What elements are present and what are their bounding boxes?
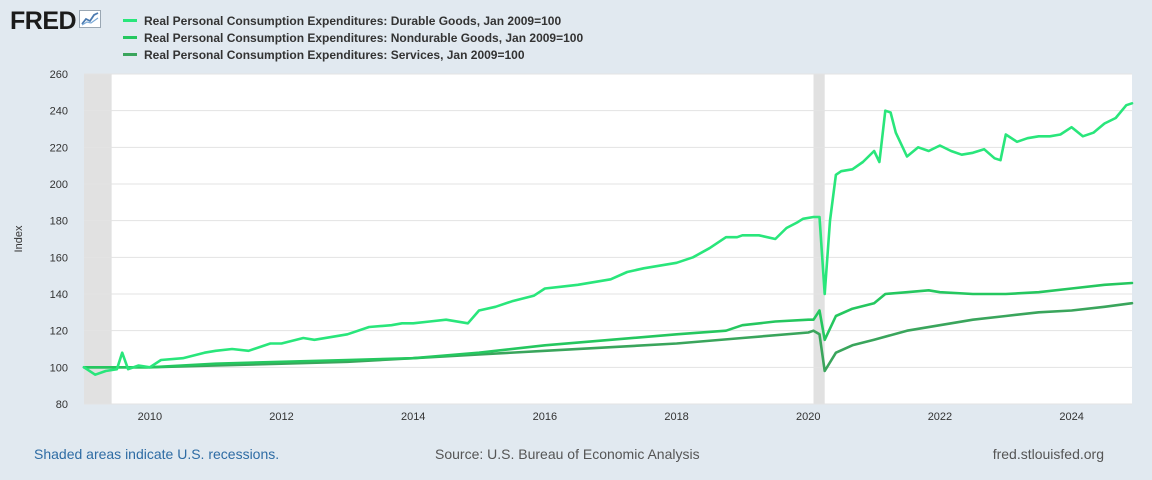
x-tick-label: 2010 — [138, 411, 162, 423]
legend-label: Real Personal Consumption Expenditures: … — [144, 13, 562, 28]
x-tick-label: 2024 — [1059, 411, 1083, 423]
y-tick-label: 260 — [50, 69, 68, 81]
line-chart-icon — [79, 9, 102, 33]
legend-item-nondurable[interactable]: Real Personal Consumption Expenditures: … — [123, 29, 583, 46]
logo-text: FRED — [10, 7, 77, 35]
services-line — [82, 301, 1134, 373]
chart-area: 80 100 120 140 160 180 200 220 240 260 2010 2012 201… — [13, 69, 1134, 423]
y-tick-label: 180 — [50, 216, 68, 228]
y-axis-title: Index — [13, 225, 25, 252]
x-tick-label: 2018 — [664, 411, 688, 423]
y-tick-label: 160 — [50, 252, 68, 264]
nondurable-goods-line — [82, 281, 1134, 369]
x-tick-label: 2020 — [796, 411, 820, 423]
x-tick-label: 2012 — [269, 411, 293, 423]
source-note[interactable]: Source: U.S. Bureau of Economic Analysis — [435, 446, 700, 462]
y-tick-label: 80 — [56, 399, 68, 411]
y-tick-label: 120 — [50, 326, 68, 338]
website-link[interactable]: fred.stlouisfed.org — [992, 446, 1104, 462]
recession-band — [813, 74, 825, 404]
durable-goods-line — [82, 102, 1134, 377]
chart-legend: Real Personal Consumption Expenditures: … — [123, 12, 583, 63]
recession-band — [84, 74, 112, 404]
y-tick-label: 140 — [50, 289, 68, 301]
legend-label: Real Personal Consumption Expenditures: … — [144, 47, 525, 62]
recession-note[interactable]: Shaded areas indicate U.S. recessions. — [34, 446, 280, 462]
y-tick-label: 200 — [50, 179, 68, 191]
y-tick-label: 240 — [50, 106, 68, 118]
x-tick-label: 2014 — [401, 411, 425, 423]
x-tick-label: 2016 — [533, 411, 557, 423]
legend-swatch — [123, 19, 137, 22]
y-tick-label: 220 — [50, 142, 68, 154]
legend-label: Real Personal Consumption Expenditures: … — [144, 30, 584, 45]
legend-item-durable[interactable]: Real Personal Consumption Expenditures: … — [123, 12, 583, 29]
legend-swatch — [123, 53, 137, 56]
plot-background — [84, 74, 1132, 404]
legend-swatch — [123, 36, 137, 39]
legend-item-services[interactable]: Real Personal Consumption Expenditures: … — [123, 46, 583, 63]
fred-logo[interactable]: FRED — [10, 7, 102, 35]
x-tick-label: 2022 — [928, 411, 952, 423]
y-tick-label: 100 — [50, 362, 68, 374]
